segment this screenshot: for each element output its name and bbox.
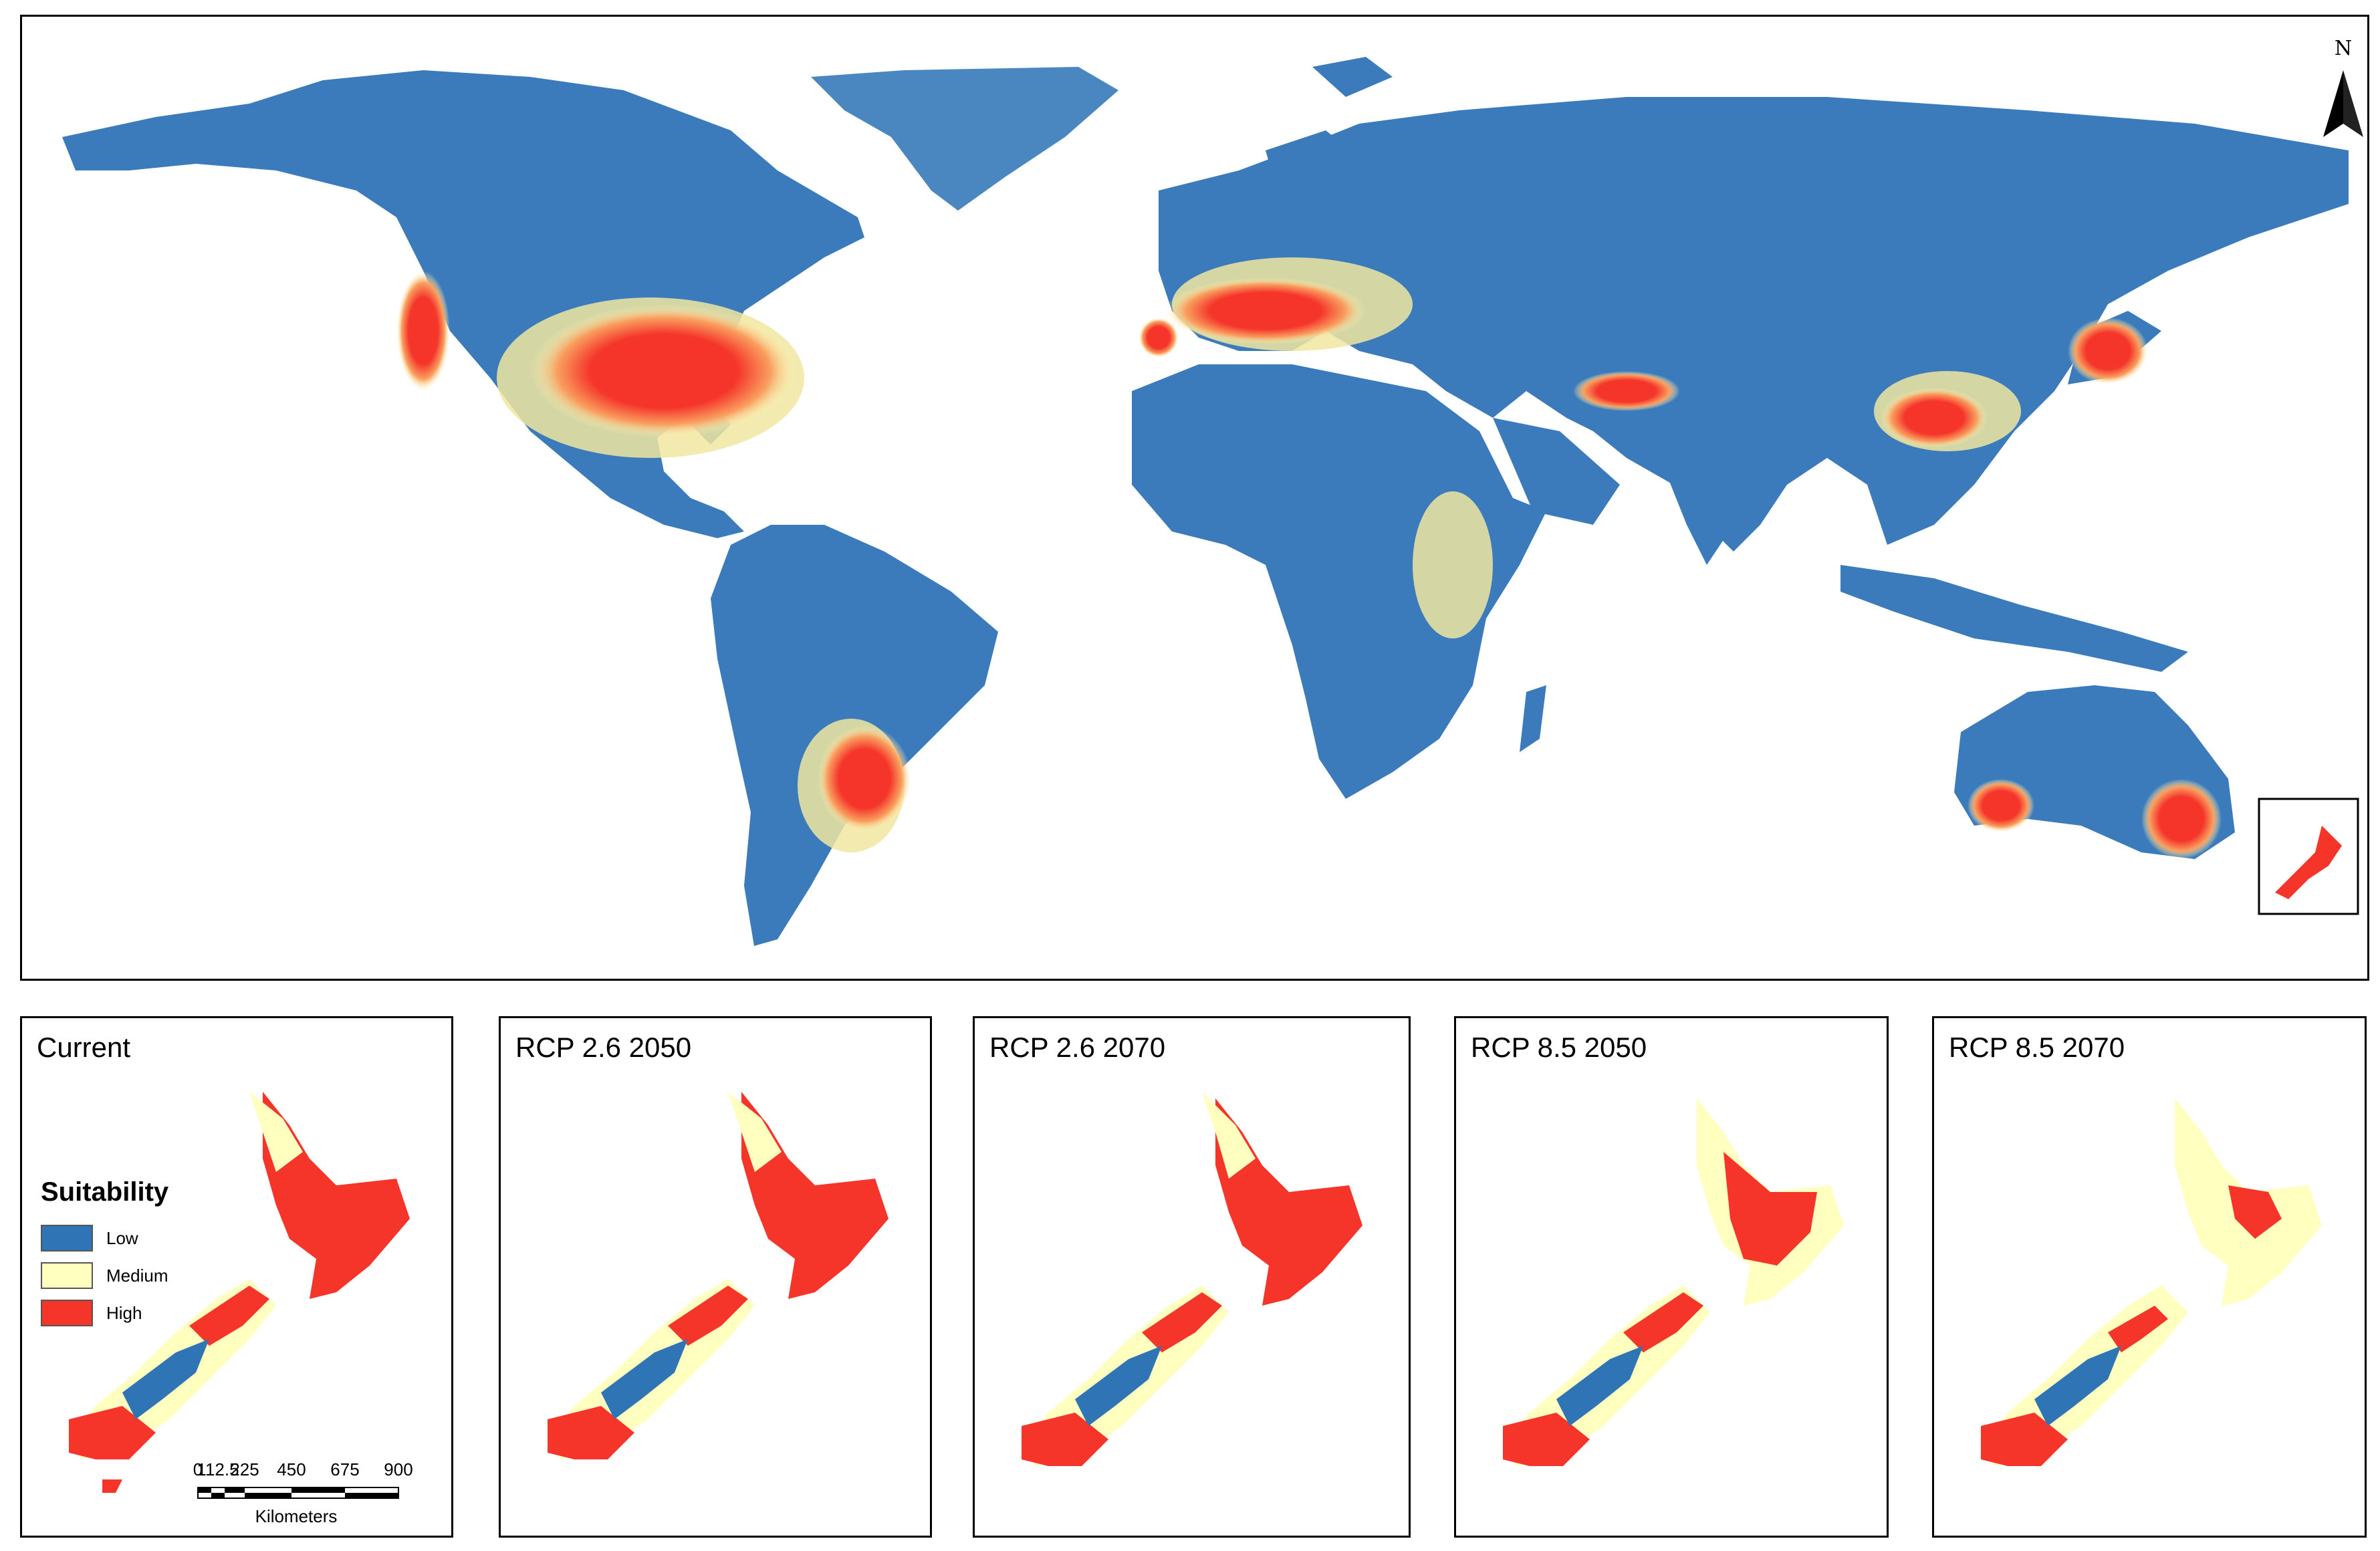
- south-island-alps: [122, 1339, 209, 1419]
- panel-rcp26-2050: RCP 2.6 2050: [499, 1016, 932, 1538]
- legend-item-high: High: [41, 1294, 168, 1332]
- greenland-landmass: [811, 67, 1118, 211]
- panel-title: RCP 8.5 2070: [1949, 1032, 2125, 1063]
- panel-current: Current Suitability Low Medium High 0 11…: [20, 1016, 453, 1538]
- nz-map: [1981, 1098, 2322, 1466]
- nz-map: [1022, 1092, 1362, 1466]
- panel-title: RCP 2.6 2070: [989, 1032, 1166, 1063]
- panel-rcp85-2050: RCP 8.5 2050: [1454, 1016, 1889, 1538]
- legend-title: Suitability: [41, 1177, 169, 1207]
- legend-label-high: High: [106, 1302, 142, 1323]
- india-landmass: [1660, 458, 1740, 565]
- legend-swatch-high: [41, 1300, 93, 1326]
- south-island-south: [69, 1406, 156, 1459]
- legend-swatch-low: [41, 1225, 93, 1251]
- legend-swatch-medium: [41, 1262, 93, 1289]
- new-zealand-inset-frame: [2258, 798, 2359, 915]
- nz-map: [548, 1092, 888, 1459]
- madagascar-landmass: [1520, 685, 1546, 752]
- europe-asia-landmass: [1159, 97, 2349, 552]
- legend-label-low: Low: [106, 1227, 138, 1248]
- scandinavia-landmass: [1266, 130, 1359, 231]
- scale-tick: 675: [330, 1459, 360, 1479]
- north-arrow-label: N: [2334, 37, 2353, 60]
- high-suitability-areas: [396, 271, 2222, 859]
- nz-map: [69, 1092, 410, 1493]
- africa-landmass: [1132, 364, 1546, 799]
- panel-title: RCP 8.5 2050: [1471, 1032, 1647, 1063]
- north-america-landmass: [62, 70, 864, 538]
- scale-unit: Kilometers: [255, 1506, 338, 1526]
- nz-map: [1503, 1098, 1844, 1466]
- scale-bar: 0 112.5 225 450 675 900 Kilometers: [179, 1459, 447, 1533]
- north-arrow: N: [2316, 37, 2370, 144]
- north-island: [263, 1092, 410, 1299]
- legend-label-medium: Medium: [106, 1265, 168, 1286]
- scale-tick: 900: [384, 1459, 413, 1479]
- north-arrow-icon: [2323, 70, 2363, 137]
- stewart-island: [102, 1479, 122, 1493]
- panel-title: Current: [37, 1032, 131, 1063]
- scale-tick: 112.5: [197, 1459, 239, 1479]
- south-island-east: [189, 1286, 269, 1346]
- legend-item-low: Low: [41, 1219, 168, 1257]
- scale-tick: 0: [193, 1459, 203, 1479]
- panel-title: RCP 2.6 2050: [515, 1032, 692, 1063]
- panel-rcp26-2070: RCP 2.6 2070: [973, 1016, 1411, 1538]
- panel-rcp85-2070: RCP 8.5 2070: [1932, 1016, 2367, 1538]
- north-island-north-tip: [249, 1092, 303, 1172]
- scale-tick: 450: [277, 1459, 306, 1479]
- arabia-landmass: [1493, 418, 1620, 525]
- world-map: [62, 57, 2359, 946]
- world-map-frame: N: [20, 15, 2369, 981]
- legend: Suitability Low Medium High: [41, 1177, 168, 1332]
- new-zealand-inset-land: [2275, 826, 2342, 899]
- scale-bar-graphic: [197, 1487, 399, 1499]
- southeast-asia-islands: [1840, 565, 2188, 672]
- scale-tick: 225: [230, 1459, 259, 1479]
- legend-item-medium: Medium: [41, 1257, 168, 1294]
- svalbard-landmass: [1312, 57, 1393, 97]
